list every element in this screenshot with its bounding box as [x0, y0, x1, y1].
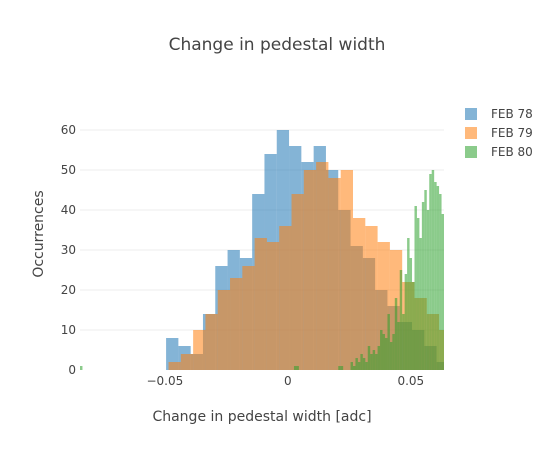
histogram-bar: [414, 206, 417, 370]
histogram-bar: [404, 274, 408, 370]
histogram-bar: [353, 366, 356, 370]
x-tick-label: −0.05: [146, 374, 183, 388]
y-tick-label: 10: [61, 323, 76, 337]
x-tick-label: 0.05: [397, 374, 424, 388]
legend-swatch: [465, 146, 477, 158]
y-tick-label: 50: [61, 163, 76, 177]
histogram-bar: [384, 338, 388, 370]
y-tick-label: 60: [61, 123, 76, 137]
legend-item[interactable]: FEB 79: [465, 126, 533, 140]
histogram-bar: [439, 194, 442, 370]
histogram-bar: [419, 238, 422, 370]
histogram-bar: [394, 298, 398, 370]
histogram-bar: [399, 270, 403, 370]
histogram-bar: [424, 190, 427, 370]
legend[interactable]: FEB 78 FEB 79 FEB 80: [465, 107, 533, 159]
legend-swatch: [465, 108, 477, 120]
histogram-bar: [355, 358, 358, 370]
histogram-bar: [416, 218, 420, 370]
histogram-bar: [409, 258, 413, 370]
x-axis-title: Change in pedestal width [adc]: [152, 409, 371, 425]
y-axis-title: Occurrences: [31, 190, 47, 277]
histogram-bar: [365, 362, 368, 370]
histogram-bar: [217, 290, 231, 370]
histogram-bar: [303, 170, 317, 370]
histogram-bar: [316, 162, 329, 370]
y-tick-label: 0: [68, 363, 76, 377]
histogram-bar: [340, 170, 353, 370]
histogram-bar: [382, 334, 385, 370]
histogram-bar: [279, 226, 292, 370]
histogram-bar: [392, 334, 395, 370]
y-tick-label: 40: [61, 203, 76, 217]
histogram-bar: [365, 226, 378, 370]
histogram-bar: [362, 358, 366, 370]
histogram-bar: [372, 350, 376, 370]
histogram-bar: [360, 354, 363, 370]
legend-label: FEB 78: [491, 107, 533, 121]
histogram-bar: [357, 362, 361, 370]
histogram-bar: [80, 366, 83, 370]
legend-item[interactable]: FEB 80: [465, 145, 533, 159]
axis-ticks: 0 10 20 30 40 50 60 −0.05 0 0.05: [61, 123, 424, 388]
histogram-bar: [266, 242, 280, 370]
histogram-bar: [426, 210, 430, 370]
histogram-bar: [389, 342, 393, 370]
histogram-bar: [412, 282, 415, 370]
histogram-bar: [180, 354, 194, 370]
series-3: [80, 170, 444, 370]
x-tick-label: 0: [284, 374, 292, 388]
legend-swatch: [465, 127, 477, 139]
histogram-bar: [421, 202, 425, 370]
histogram-bar: [353, 218, 366, 370]
histogram-bar: [431, 170, 435, 370]
histogram-bar: [328, 178, 341, 370]
histogram-bar: [436, 186, 440, 370]
histogram-bar: [242, 266, 255, 370]
histogram-bar: [296, 366, 299, 370]
y-tick-label: 20: [61, 283, 76, 297]
histogram-bar: [387, 314, 390, 370]
legend-label: FEB 80: [491, 145, 533, 159]
histogram-bar: [375, 354, 378, 370]
histogram-bar: [377, 346, 381, 370]
histogram-bar: [168, 362, 181, 370]
histogram-bar: [230, 278, 243, 370]
histogram-bar: [205, 314, 218, 370]
histogram-bar: [293, 366, 297, 370]
histogram-bar: [370, 354, 373, 370]
histogram-bar: [193, 330, 206, 370]
histogram-bar: [254, 238, 267, 370]
chart-title: Change in pedestal width: [169, 35, 386, 55]
histogram-bar: [340, 366, 344, 370]
y-tick-label: 30: [61, 243, 76, 257]
histogram-bar: [397, 322, 400, 370]
legend-item[interactable]: FEB 78: [465, 107, 533, 121]
histogram-bar: [350, 362, 353, 370]
legend-label: FEB 79: [491, 126, 533, 140]
histogram-bar: [429, 174, 432, 370]
histogram-bar: [441, 214, 444, 370]
histogram-bar: [402, 314, 405, 370]
histogram-bar: [291, 194, 304, 370]
histogram-bar: [407, 238, 410, 370]
histogram-bar: [380, 330, 383, 370]
histogram-bars: [80, 130, 444, 370]
histogram-bar: [434, 182, 437, 370]
histogram-bar: [338, 366, 341, 370]
histogram-bar: [367, 346, 371, 370]
